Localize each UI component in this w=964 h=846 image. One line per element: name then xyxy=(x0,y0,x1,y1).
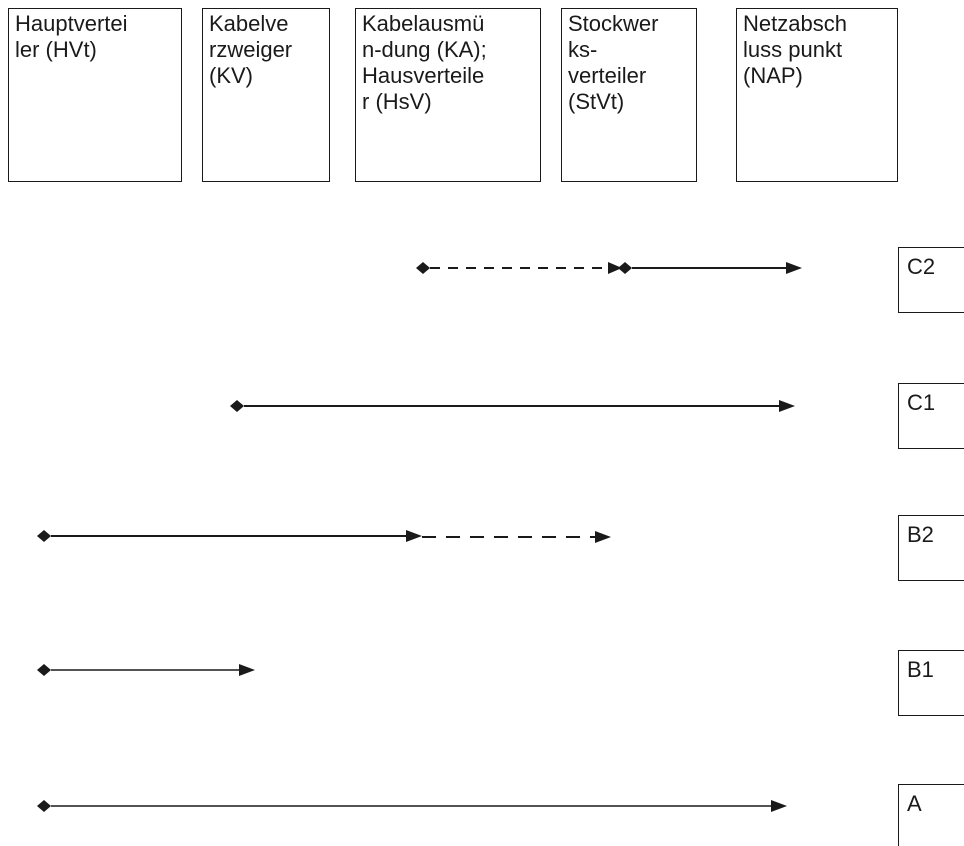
c1-connector xyxy=(230,400,795,412)
header-box-line: Hausverteile xyxy=(362,63,485,88)
header-box-nap: Netzabsch luss punkt (NAP) xyxy=(736,8,898,182)
b2-solid-connector xyxy=(37,530,422,542)
header-box-line: ks- xyxy=(568,37,598,62)
header-box-line: verteiler xyxy=(568,63,647,88)
header-box-line: (StVt) xyxy=(568,89,625,114)
c2-solid-connector xyxy=(618,262,802,274)
header-box-kv: Kabelve rzweiger (KV) xyxy=(202,8,330,182)
b2-dashed-connector xyxy=(422,531,611,543)
header-box-line: luss punkt xyxy=(743,37,843,62)
header-box-line: Hauptvertei xyxy=(15,11,128,36)
header-box-line: r (HsV) xyxy=(362,89,432,114)
header-box-line: rzweiger xyxy=(209,37,293,62)
header-box-ka-hsv: Kabelausmü n-dung (KA); Hausverteile r (… xyxy=(355,8,541,182)
row-label-c2: C2 xyxy=(898,247,964,313)
header-box-hvt: Hauptvertei ler (HVt) xyxy=(8,8,182,182)
header-box-stvt: Stockwer ks- verteiler (StVt) xyxy=(561,8,697,182)
b1-connector xyxy=(37,664,255,676)
c2-dashed-connector xyxy=(416,262,622,274)
row-label-a: A xyxy=(898,784,964,846)
header-box-line: Kabelausmü xyxy=(362,11,485,36)
header-box-line: Stockwer xyxy=(568,11,659,36)
a-connector xyxy=(37,800,787,812)
header-box-line: (KV) xyxy=(209,63,253,88)
header-box-line: Netzabsch xyxy=(743,11,847,36)
row-label-c1: C1 xyxy=(898,383,964,449)
row-label-b1: B1 xyxy=(898,650,964,716)
header-box-line: (NAP) xyxy=(743,63,803,88)
header-box-line: ler (HVt) xyxy=(15,37,97,62)
row-label-b2: B2 xyxy=(898,515,964,581)
header-box-line: n-dung (KA); xyxy=(362,37,487,62)
header-box-line: Kabelve xyxy=(209,11,289,36)
